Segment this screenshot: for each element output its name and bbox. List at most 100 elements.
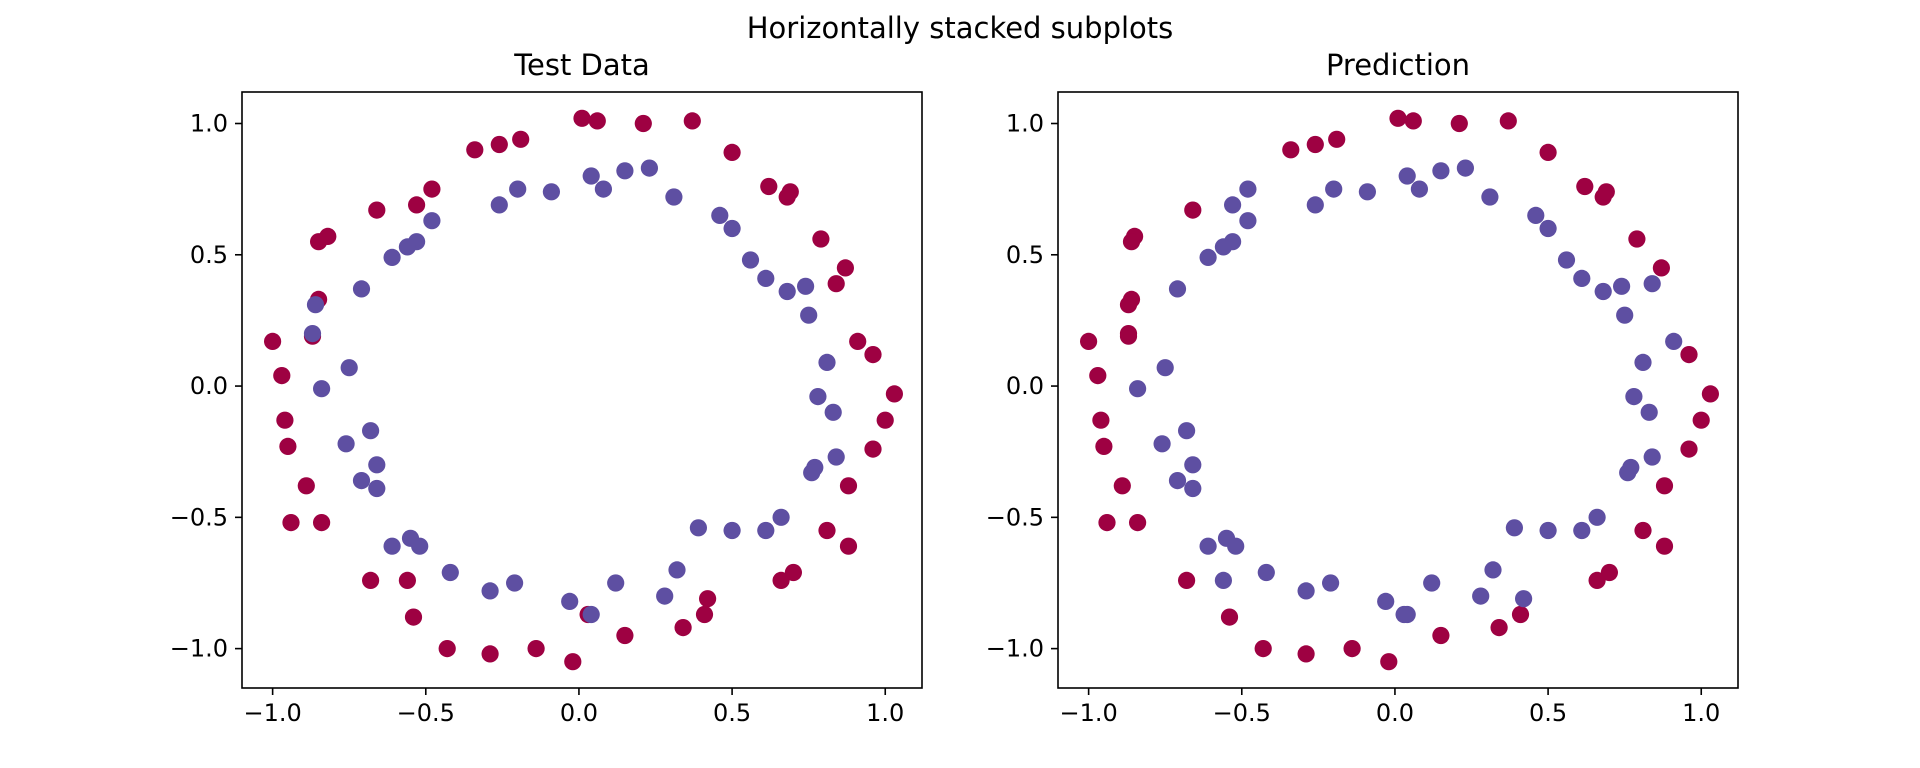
scatter-point-outer: [1297, 645, 1315, 663]
scatter-point-outer: [760, 177, 778, 196]
scatter-point-inner: [582, 605, 600, 624]
scatter-point-inner: [1322, 574, 1340, 592]
scatter-point-outer: [282, 514, 300, 532]
scatter-point-outer: [674, 619, 692, 637]
scatter-point-outer: [588, 112, 606, 130]
scatter-point-outer: [1680, 440, 1698, 458]
scatter-point-outer: [695, 605, 714, 624]
scatter-point-inner: [1129, 380, 1147, 398]
y-tick-label: 0.0: [1006, 372, 1044, 400]
scatter-point-inner: [1156, 359, 1174, 377]
scatter-point-inner: [800, 306, 818, 324]
scatter-point-outer: [423, 180, 441, 198]
scatter-point-inner: [1634, 353, 1652, 371]
scatter-point-inner: [818, 353, 836, 371]
scatter-point-outer: [1692, 411, 1710, 429]
scatter-point-inner: [1214, 238, 1232, 256]
scatter-point-outer: [1576, 177, 1594, 196]
scatter-point-outer: [634, 114, 652, 133]
scatter-point-inner: [1472, 587, 1490, 605]
scatter-point-inner: [306, 296, 325, 314]
scatter-point-inner: [665, 188, 683, 206]
scatter-point-inner: [1573, 521, 1591, 540]
scatter-point-inner: [1619, 464, 1637, 482]
scatter-point-outer: [784, 563, 803, 582]
scatter-point-inner: [509, 180, 527, 198]
x-tick-label: 1.0: [866, 699, 904, 727]
scatter-point-inner: [1199, 537, 1217, 555]
scatter-point-outer: [362, 571, 380, 590]
scatter-point-outer: [1511, 605, 1530, 624]
scatter-point-inner: [1224, 196, 1242, 214]
scatter-point-outer: [1119, 296, 1138, 314]
scatter-point-inner: [1398, 167, 1416, 185]
scatter-point-outer: [876, 411, 894, 429]
scatter-point-outer: [273, 367, 291, 385]
scatter-point-inner: [1557, 251, 1576, 269]
scatter-point-inner: [1625, 388, 1643, 406]
scatter-point-inner: [656, 587, 674, 605]
scatter-point-outer: [573, 109, 591, 127]
scatter-point-outer: [1254, 640, 1272, 658]
scatter-point-inner: [368, 456, 386, 474]
scatter-point-inner: [1588, 508, 1606, 526]
scatter-point-inner: [423, 212, 441, 230]
scatter-point-inner: [723, 219, 741, 238]
scatter-point-outer: [1328, 130, 1346, 148]
scatter-point-inner: [1539, 219, 1557, 238]
scatter-point-inner: [1432, 162, 1450, 180]
x-tick-label: −0.5: [397, 699, 455, 727]
scatter-point-inner: [757, 269, 775, 287]
scatter-point-inner: [1456, 159, 1474, 177]
scatter-point-inner: [337, 435, 355, 453]
scatter-point-inner: [352, 472, 371, 490]
scatter-point-outer: [1380, 653, 1398, 671]
scatter-point-outer: [1655, 477, 1674, 495]
x-tick-label: −1.0: [1059, 699, 1117, 727]
scatter-point-outer: [398, 571, 416, 590]
y-tick-label: 0.5: [1006, 241, 1044, 269]
scatter-point-outer: [1404, 112, 1422, 130]
scatter-point-outer: [527, 640, 545, 658]
scatter-point-outer: [297, 477, 315, 495]
scatter-point-inner: [1178, 422, 1196, 440]
scatter-point-inner: [1481, 188, 1499, 206]
points-layer: [264, 109, 904, 671]
scatter-point-outer: [1184, 201, 1202, 219]
scatter-point-outer: [512, 130, 530, 148]
scatter-point-inner: [368, 479, 386, 498]
scatter-point-outer: [885, 385, 904, 403]
scatter-point-outer: [1220, 608, 1239, 626]
axes-frame: [1057, 91, 1739, 689]
scatter-point-outer: [683, 112, 701, 130]
scatter-point-inner: [1643, 275, 1661, 293]
scatter-point-inner: [778, 282, 796, 301]
scatter-point-inner: [1257, 563, 1275, 582]
scatter-point-outer: [490, 135, 508, 154]
scatter-point-inner: [1214, 571, 1232, 590]
scatter-point-inner: [1297, 582, 1315, 600]
scatter-point-outer: [1450, 114, 1468, 133]
y-tick-label: −0.5: [170, 503, 228, 531]
y-tick-label: 1.0: [1006, 110, 1044, 138]
scatter-point-outer: [827, 275, 845, 293]
scatter-point-outer: [723, 143, 741, 161]
x-tick-label: 0.0: [560, 699, 598, 727]
scatter-point-outer: [1597, 183, 1615, 201]
scatter-point-outer: [1282, 141, 1300, 159]
scatter-point-inner: [1239, 212, 1257, 230]
scatter-point-inner: [1153, 435, 1171, 453]
scatter-point-outer: [1089, 367, 1107, 385]
scatter-point-outer: [438, 640, 456, 658]
scatter-point-outer: [404, 608, 423, 626]
scatter-point-inner: [1505, 519, 1523, 537]
scatter-point-inner: [1665, 332, 1683, 350]
scatter-point-outer: [1306, 135, 1324, 154]
scatter-point-inner: [616, 162, 634, 180]
scatter-point-outer: [264, 332, 282, 350]
x-tick-label: −0.5: [1213, 699, 1271, 727]
axes-title: Test Data: [513, 48, 650, 82]
x-tick-label: 0.5: [713, 699, 751, 727]
scatter-point-outer: [864, 346, 882, 364]
